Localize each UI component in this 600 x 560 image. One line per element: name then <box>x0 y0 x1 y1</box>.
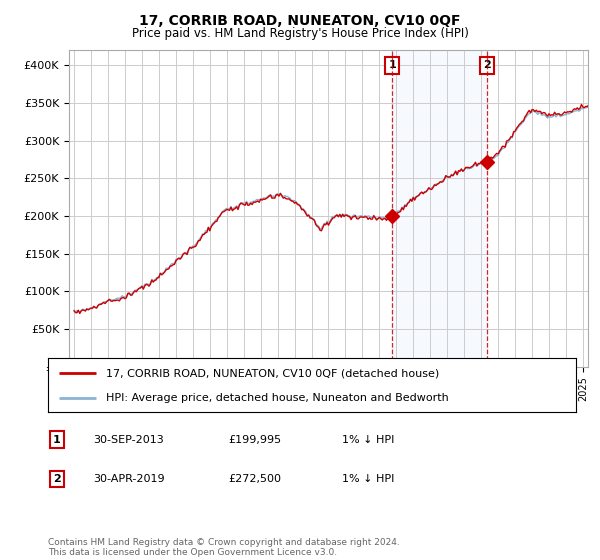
Text: £272,500: £272,500 <box>228 474 281 484</box>
Bar <box>392 50 487 367</box>
Text: HPI: Average price, detached house, Nuneaton and Bedworth: HPI: Average price, detached house, Nune… <box>106 393 449 403</box>
Text: 17, CORRIB ROAD, NUNEATON, CV10 0QF (detached house): 17, CORRIB ROAD, NUNEATON, CV10 0QF (det… <box>106 368 439 379</box>
Text: 1: 1 <box>388 60 396 71</box>
Text: 1: 1 <box>53 435 61 445</box>
Text: Contains HM Land Registry data © Crown copyright and database right 2024.
This d: Contains HM Land Registry data © Crown c… <box>48 538 400 557</box>
Text: 30-APR-2019: 30-APR-2019 <box>93 474 164 484</box>
Text: 1% ↓ HPI: 1% ↓ HPI <box>342 435 394 445</box>
Text: 2: 2 <box>53 474 61 484</box>
Text: Price paid vs. HM Land Registry's House Price Index (HPI): Price paid vs. HM Land Registry's House … <box>131 27 469 40</box>
Text: £199,995: £199,995 <box>228 435 281 445</box>
Text: 2: 2 <box>483 60 491 71</box>
Text: 17, CORRIB ROAD, NUNEATON, CV10 0QF: 17, CORRIB ROAD, NUNEATON, CV10 0QF <box>139 14 461 28</box>
Text: 30-SEP-2013: 30-SEP-2013 <box>93 435 164 445</box>
Text: 1% ↓ HPI: 1% ↓ HPI <box>342 474 394 484</box>
